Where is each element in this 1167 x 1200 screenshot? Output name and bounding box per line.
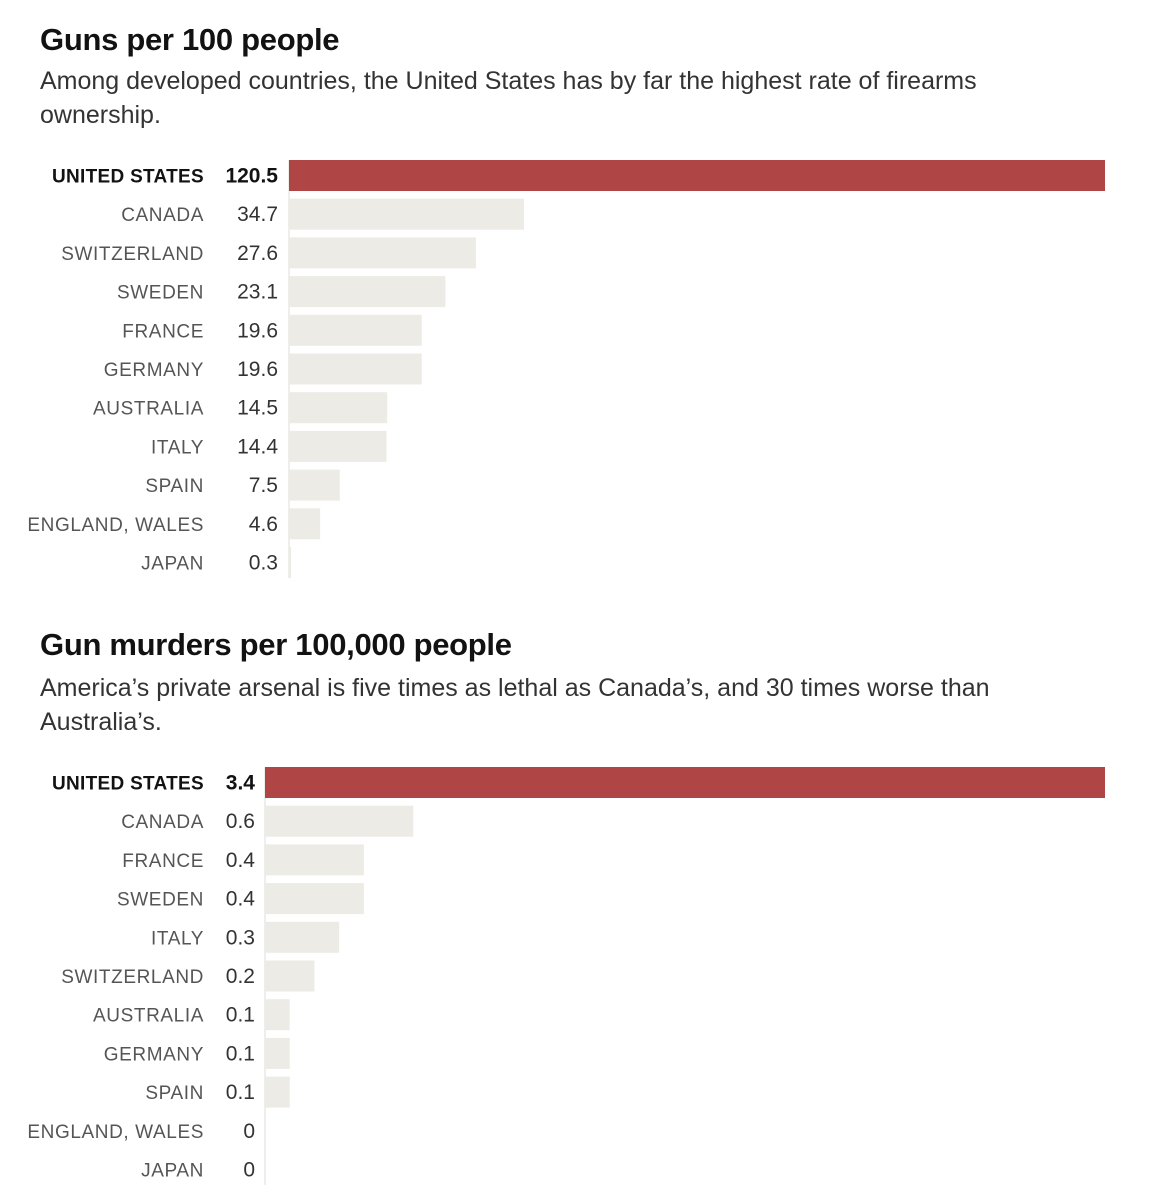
value-label: 14.5 bbox=[237, 397, 278, 420]
value-label: 7.5 bbox=[249, 474, 278, 497]
category-label: ENGLAND, WALES bbox=[27, 1122, 204, 1143]
chart-panel-gun-murders: Gun murders per 100,000 people America’s… bbox=[0, 605, 1167, 1200]
value-label: 19.6 bbox=[237, 319, 278, 342]
category-label: CANADA bbox=[121, 812, 204, 833]
category-label: UNITED STATES bbox=[52, 167, 204, 188]
category-label: FRANCE bbox=[122, 851, 204, 872]
bar-italy bbox=[289, 430, 387, 462]
category-label: AUSTRALIA bbox=[93, 399, 204, 420]
value-label: 0.3 bbox=[226, 926, 255, 949]
bar-germany bbox=[265, 1037, 290, 1069]
category-label: GERMANY bbox=[104, 1044, 204, 1065]
bar-japan bbox=[289, 547, 292, 578]
bar-spain bbox=[265, 1076, 290, 1108]
category-label: FRANCE bbox=[122, 321, 204, 342]
bar-chart-guns-per-100: UNITED STATES 120.5 CANADA 34.7 SWITZERLAND 2… bbox=[27, 160, 1105, 578]
bar-sweden bbox=[289, 276, 446, 308]
value-label: 0.3 bbox=[249, 552, 278, 575]
chart-subtitle: America’s private arsenal is five times … bbox=[40, 674, 990, 736]
value-label: 0.4 bbox=[226, 849, 256, 872]
bar-england-wales bbox=[289, 508, 321, 540]
category-label: SWEDEN bbox=[117, 890, 204, 911]
value-label: 0.1 bbox=[226, 1081, 255, 1104]
category-label: ENGLAND, WALES bbox=[27, 515, 204, 536]
bar-france bbox=[289, 314, 422, 346]
category-label: SPAIN bbox=[145, 1083, 204, 1104]
value-label: 3.4 bbox=[226, 772, 256, 795]
chart-panel-guns-per-100: Guns per 100 people Among developed coun… bbox=[27, 22, 1105, 578]
bar-italy bbox=[265, 921, 340, 953]
bar-chart-gun-murders: UNITED STATES 3.4 CANADA 0.6 FRANCE 0.4 SWEDEN… bbox=[27, 767, 1105, 1185]
value-label: 0 bbox=[243, 1120, 255, 1143]
category-label: SPAIN bbox=[145, 476, 204, 497]
category-label: SWEDEN bbox=[117, 283, 204, 304]
value-label: 34.7 bbox=[237, 203, 278, 226]
bar-sweden bbox=[265, 883, 364, 915]
chart-subtitle: Among developed countries, the United St… bbox=[40, 67, 977, 129]
value-label: 120.5 bbox=[225, 165, 278, 188]
bar-switzerland bbox=[289, 237, 476, 269]
bar-france bbox=[265, 844, 364, 876]
category-label: GERMANY bbox=[104, 360, 204, 381]
category-label: AUSTRALIA bbox=[93, 1006, 204, 1027]
bar-switzerland bbox=[265, 960, 315, 992]
value-label: 0 bbox=[243, 1159, 255, 1182]
category-label: JAPAN bbox=[141, 554, 204, 575]
value-label: 0.2 bbox=[226, 965, 255, 988]
chart-title: Gun murders per 100,000 people bbox=[40, 627, 512, 662]
category-label: CANADA bbox=[121, 205, 204, 226]
category-label: ITALY bbox=[151, 928, 204, 949]
category-label: UNITED STATES bbox=[52, 774, 204, 795]
category-label: SWITZERLAND bbox=[61, 967, 204, 988]
category-label: ITALY bbox=[151, 437, 204, 458]
value-label: 19.6 bbox=[237, 358, 278, 381]
chart-title: Guns per 100 people bbox=[40, 22, 340, 57]
value-label: 23.1 bbox=[237, 281, 278, 304]
bar-canada bbox=[265, 805, 414, 837]
value-label: 0.1 bbox=[226, 1004, 255, 1027]
bar-australia bbox=[289, 392, 388, 424]
bar-spain bbox=[289, 469, 340, 501]
value-label: 0.4 bbox=[226, 888, 256, 911]
value-label: 0.1 bbox=[226, 1042, 255, 1065]
value-label: 14.4 bbox=[237, 435, 278, 458]
category-label: SWITZERLAND bbox=[61, 244, 204, 265]
category-label: JAPAN bbox=[141, 1161, 204, 1182]
bar-united-states bbox=[289, 160, 1105, 191]
bar-canada bbox=[289, 198, 524, 230]
value-label: 27.6 bbox=[237, 242, 278, 265]
value-label: 0.6 bbox=[226, 810, 255, 833]
bar-united-states bbox=[265, 767, 1105, 798]
value-label: 4.6 bbox=[249, 513, 278, 536]
bar-australia bbox=[265, 999, 290, 1031]
bar-germany bbox=[289, 353, 422, 385]
